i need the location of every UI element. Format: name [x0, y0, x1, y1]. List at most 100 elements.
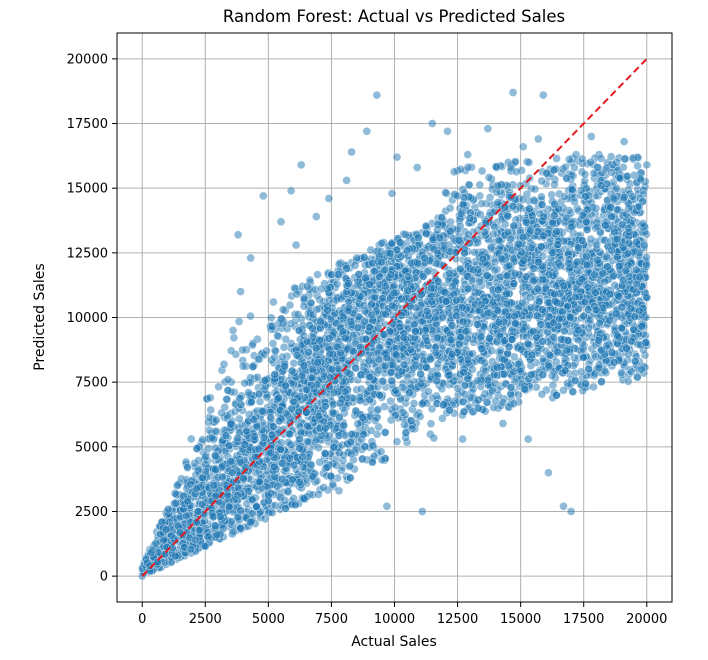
scatter-point: [570, 197, 579, 207]
scatter-point: [278, 352, 287, 362]
scatter-point: [350, 261, 360, 270]
scatter-point: [240, 378, 249, 388]
scatter-point: [592, 240, 602, 250]
scatter-point: [274, 416, 284, 426]
scatter-point: [617, 368, 626, 377]
scatter-point: [279, 342, 289, 352]
scatter-point: [445, 203, 455, 213]
scatter-point: [238, 345, 247, 355]
scatter-point: [398, 408, 408, 417]
scatter-point: [164, 504, 173, 514]
scatter-point: [386, 415, 396, 425]
scatter-point: [325, 382, 334, 391]
scatter-point: [628, 192, 638, 201]
scatter-point: [487, 346, 497, 356]
scatter-point: [374, 355, 384, 364]
scatter-point: [262, 392, 272, 402]
scatter-point: [473, 376, 482, 385]
scatter-point: [589, 382, 598, 392]
scatter-point: [411, 361, 420, 370]
scatter-point: [376, 447, 386, 457]
scatter-point: [429, 433, 439, 443]
scatter-point: [345, 461, 355, 471]
scatter-point: [211, 443, 220, 453]
scatter-point: [630, 357, 640, 366]
scatter-point: [497, 254, 507, 264]
scatter-point: [383, 340, 393, 349]
scatter-point: [278, 305, 288, 314]
scatter-point: [280, 495, 290, 505]
scatter-point: [622, 344, 631, 353]
scatter-point: [273, 481, 282, 491]
scatter-point: [248, 340, 257, 350]
scatter-point: [475, 180, 485, 190]
scatter-point: [463, 334, 473, 343]
scatter-point: [293, 310, 303, 319]
scatter-point: [198, 435, 207, 444]
scatter-point: [315, 295, 324, 305]
scatter-point: [537, 389, 547, 399]
scatter-point: [339, 420, 349, 430]
scatter-point: [449, 167, 459, 177]
scatter-point: [441, 188, 450, 197]
scatter-point: [537, 176, 546, 186]
scatter-point: [200, 452, 210, 462]
scatter-point: [552, 154, 561, 163]
scatter-point: [267, 508, 277, 518]
scatter-point: [194, 456, 203, 465]
scatter-point: [366, 245, 376, 255]
scatter-point: [409, 399, 419, 408]
scatter-point: [562, 345, 572, 355]
scatter-point: [475, 277, 484, 287]
scatter-point: [229, 333, 239, 343]
scatter-point: [605, 316, 615, 325]
scatter-point: [173, 481, 182, 491]
scatter-point: [560, 192, 569, 201]
scatter-point: [313, 270, 322, 279]
scatter-point: [602, 252, 611, 262]
scatter-point: [509, 399, 519, 409]
scatter-point: [283, 438, 293, 447]
scatter-point: [346, 449, 356, 459]
scatter-point: [524, 282, 534, 292]
scatter-point: [255, 397, 265, 406]
scatter-point: [421, 221, 431, 231]
scatter-point: [427, 404, 437, 414]
scatter-point: [415, 412, 425, 421]
scatter-point: [633, 161, 642, 171]
points-layer: [137, 88, 652, 581]
scatter-point: [387, 376, 397, 386]
scatter-point: [183, 462, 192, 472]
scatter-point: [332, 461, 341, 470]
scatter-point: [151, 538, 160, 548]
scatter-point: [268, 339, 278, 348]
scatter-point: [483, 375, 493, 385]
scatter-point: [214, 382, 223, 392]
scatter-point: [642, 252, 651, 262]
scatter-point: [368, 441, 378, 450]
scatter-point: [530, 184, 540, 194]
scatter-point: [460, 389, 470, 399]
scatter-point: [481, 366, 491, 376]
scatter-point: [366, 426, 376, 435]
scatter-point: [284, 429, 294, 439]
scatter-point: [624, 204, 634, 213]
scatter-point: [524, 158, 534, 167]
scatter-point: [319, 483, 328, 492]
scatter-point: [433, 359, 443, 369]
scatter-point: [235, 414, 244, 424]
scatter-point: [315, 457, 324, 467]
scatter-point: [292, 289, 302, 299]
scatter-point: [516, 344, 526, 354]
scatter-point: [578, 352, 588, 362]
scatter-point: [511, 157, 520, 166]
scatter-point: [530, 196, 539, 206]
scatter-point: [490, 266, 500, 275]
scatter-point: [577, 154, 587, 164]
scatter-point: [498, 398, 508, 407]
scatter-point: [281, 334, 291, 344]
scatter-point: [586, 157, 595, 167]
scatter-point: [438, 260, 448, 270]
scatter-point: [421, 228, 431, 238]
